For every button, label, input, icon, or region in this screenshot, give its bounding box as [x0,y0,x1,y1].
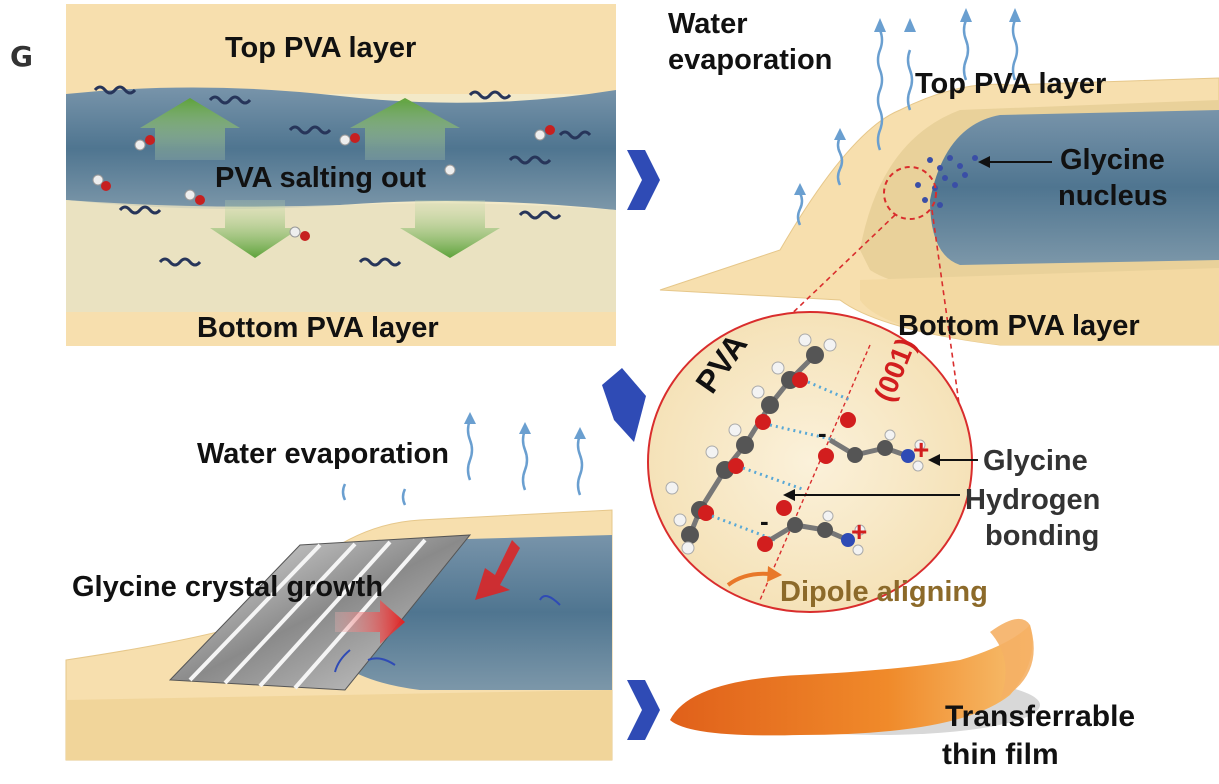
dipole-label: Dipole aligning [780,576,988,608]
glycine-label: Glycine [983,445,1088,477]
tr-nucleus-label-1: Glycine [1060,144,1165,176]
tr-nucleus-label-2: nucleus [1058,180,1168,212]
tr-top-pva-label: Top PVA layer [915,68,1107,100]
tr-water-label-2: evaporation [668,44,833,76]
arrow-to-film [627,680,660,740]
panel-salting-out [66,4,616,346]
plus-sign-1: + [913,434,930,465]
plus-sign-2: + [851,516,868,547]
film-label-1: Transferrable [945,700,1136,733]
bl-growth-label: Glycine crystal growth [72,571,384,603]
panel-letter: G [10,40,33,73]
bl-water-label: Water evaporation [197,438,449,470]
minus-sign-1: - [818,418,827,448]
tr-bottom-pva-label: Bottom PVA layer [898,310,1140,342]
panel-molecular-detail [647,311,978,613]
tl-top-pva-label: Top PVA layer [225,32,417,64]
hbond-label-1: Hydrogen [965,484,1101,516]
tl-salting-out-label: PVA salting out [215,162,427,194]
panel-crystal-growth [65,412,613,761]
tr-water-label-1: Water [668,8,748,40]
tl-bottom-pva-label: Bottom PVA layer [197,312,439,344]
minus-sign-2: - [760,506,769,536]
flow-arrows [602,150,660,740]
panel-thin-film [670,618,1040,736]
panel-nucleation [659,8,1219,469]
film-label-2: thin film [942,738,1059,771]
arrow-to-nucleation [627,150,660,210]
hbond-label-2: bonding [985,520,1100,552]
arrow-to-growth [602,368,646,442]
